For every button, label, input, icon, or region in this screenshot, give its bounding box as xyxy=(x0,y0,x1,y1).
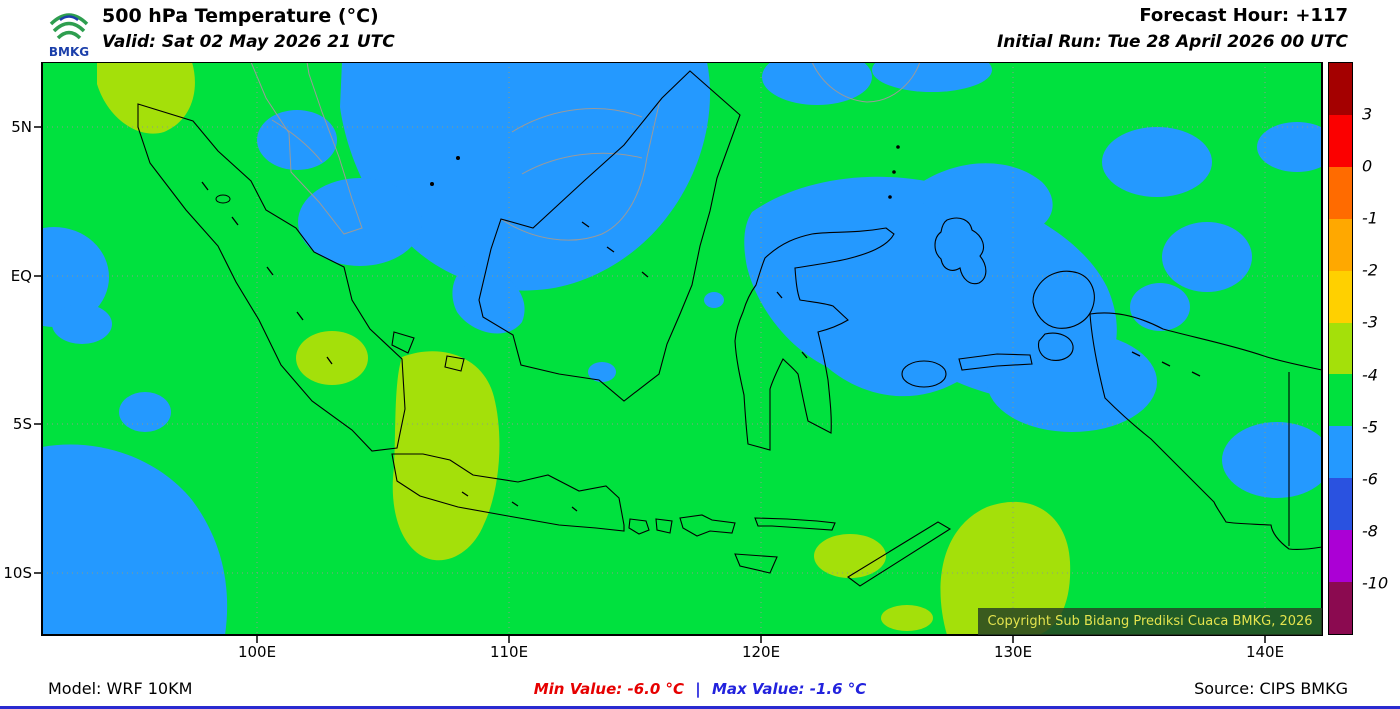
colorbar-segment xyxy=(1329,114,1352,167)
page-title: 500 hPa Temperature (°C) xyxy=(102,5,379,27)
minmax-separator: | xyxy=(695,680,701,698)
logo-wave-icon xyxy=(56,30,82,40)
colorbar-label: -10 xyxy=(1362,573,1389,593)
logo-wave-icon xyxy=(52,21,86,33)
lon-label-120e: 120E xyxy=(741,643,781,661)
terrain-marks xyxy=(201,181,1201,512)
lon-label-140e: 140E xyxy=(1245,643,1285,661)
colorbar-segment xyxy=(1329,270,1352,323)
colorbar-label: -4 xyxy=(1362,365,1378,385)
colorbar-segment xyxy=(1329,166,1352,219)
colorbar-segment xyxy=(1329,322,1352,375)
colorbar-label: -2 xyxy=(1362,260,1378,280)
colorbar-label: -5 xyxy=(1362,417,1378,437)
colorbar-label: -6 xyxy=(1362,469,1378,489)
colorbar-segment xyxy=(1329,530,1352,583)
lat-label-5n: 5N xyxy=(11,118,32,136)
colorbar-segment xyxy=(1329,374,1352,427)
temperature-field xyxy=(42,62,1322,635)
forecast-hour: Forecast Hour: +117 xyxy=(1139,5,1348,26)
min-value: -6.0 °C xyxy=(627,680,685,698)
lat-label-10s: 10S xyxy=(3,564,32,582)
colorbar-segment xyxy=(1329,478,1352,531)
colorbar-label: -1 xyxy=(1362,208,1378,228)
coastlines xyxy=(137,70,1322,587)
colorbar xyxy=(1328,62,1353,635)
lat-label-eq: EQ xyxy=(10,267,32,285)
foreign-coast-and-borders xyxy=(250,62,921,241)
logo-wave-icon xyxy=(49,13,89,26)
lon-label-100e: 100E xyxy=(237,643,277,661)
grid-lines xyxy=(42,62,1322,635)
initial-run: Initial Run: Tue 28 April 2026 00 UTC xyxy=(996,32,1348,52)
colorbar-segment xyxy=(1329,426,1352,479)
colorbar-label: 0 xyxy=(1362,156,1373,176)
max-value: -1.6 °C xyxy=(809,680,867,698)
colorbar-segment xyxy=(1329,63,1352,115)
lon-label-130e: 130E xyxy=(993,643,1033,661)
axis-ticks xyxy=(34,126,1266,643)
colorbar-segment xyxy=(1329,218,1352,271)
min-value-label: Min Value: xyxy=(533,680,623,698)
field-yellowgreen-patches xyxy=(97,62,1071,635)
lat-label-5s: 5S xyxy=(12,415,32,433)
map-frame xyxy=(41,62,1323,636)
bottom-divider xyxy=(0,706,1400,709)
model-label: Model: WRF 10KM xyxy=(48,679,193,698)
copyright-notice: Copyright Sub Bidang Prediksi Cuaca BMKG… xyxy=(978,608,1322,635)
lon-label-110e: 110E xyxy=(489,643,529,661)
max-value-label: Max Value: xyxy=(711,680,805,698)
source-label: Source: CIPS BMKG xyxy=(1194,679,1348,698)
valid-time: Valid: Sat 02 May 2026 21 UTC xyxy=(102,32,395,52)
bmkg-logo: BMKG xyxy=(49,13,89,59)
field-blue-patches xyxy=(42,62,1322,635)
colorbar-label: -3 xyxy=(1362,312,1378,332)
minmax-values: Min Value: -6.0 °C | Max Value: -1.6 °C xyxy=(0,680,1400,698)
weather-map xyxy=(34,62,1323,643)
colorbar-segment xyxy=(1329,582,1352,634)
logo-swoosh-icon xyxy=(59,15,79,22)
colorbar-label: -8 xyxy=(1362,521,1378,541)
logo-text: BMKG xyxy=(49,45,89,59)
colorbar-label: 3 xyxy=(1362,104,1373,124)
